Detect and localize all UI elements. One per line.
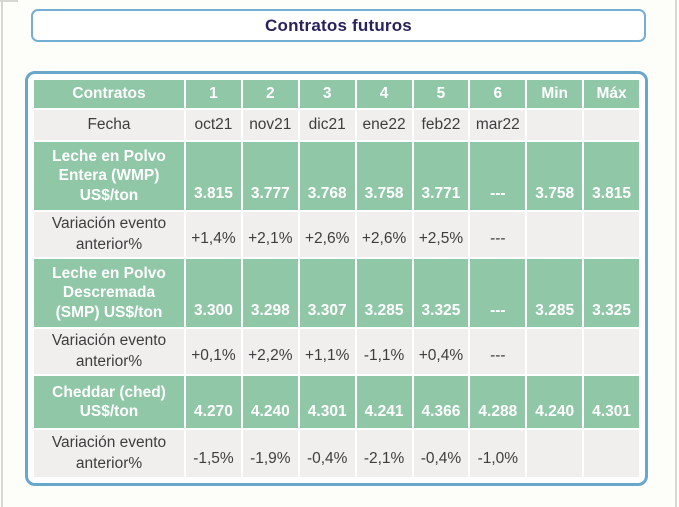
value-cell bbox=[584, 110, 639, 140]
value-cell: 3.768 bbox=[299, 142, 355, 210]
value-cell: --- bbox=[470, 212, 526, 257]
row-label: Fecha bbox=[34, 110, 184, 140]
value-cell: -1,0% bbox=[470, 430, 526, 477]
value-cell: -0,4% bbox=[299, 430, 355, 477]
value-cell: 3.285 bbox=[356, 259, 412, 327]
value-cell: -1,9% bbox=[242, 430, 298, 477]
value-cell: +2,1% bbox=[242, 212, 298, 257]
value-cell: --- bbox=[470, 329, 526, 374]
value-cell: +0,1% bbox=[186, 329, 241, 374]
value-cell bbox=[584, 430, 639, 477]
table-row-product: Leche en Polvo Entera (WMP) US$/ton 3.815… bbox=[34, 142, 639, 210]
value-cell bbox=[584, 212, 639, 257]
value-cell: 3.325 bbox=[584, 259, 639, 327]
page-title: Contratos futuros bbox=[265, 15, 412, 35]
table-row-variation: Variación evento anterior% +1,4% +2,1% +2,6… bbox=[34, 212, 639, 257]
futures-table-card: Contratos 1 2 3 4 5 6 Min Máx Fecha oct21 nov21 dic… bbox=[25, 71, 648, 486]
value-cell: dic21 bbox=[299, 110, 355, 140]
frame-edge-top bbox=[0, 0, 18, 2]
row-label: Variación evento anterior% bbox=[34, 430, 184, 477]
value-cell: 4.366 bbox=[413, 376, 469, 428]
title-banner: Contratos futuros bbox=[31, 9, 646, 42]
value-cell: 3.285 bbox=[527, 259, 583, 327]
value-cell: -1,5% bbox=[186, 430, 241, 477]
value-cell: nov21 bbox=[242, 110, 298, 140]
frame-edge-right bbox=[675, 0, 677, 507]
table-row-product: Cheddar (ched) US$/ton 4.270 4.240 4.301 4.2… bbox=[34, 376, 639, 428]
value-cell: 3.298 bbox=[242, 259, 298, 327]
value-cell: 4.288 bbox=[470, 376, 526, 428]
value-cell: 4.241 bbox=[356, 376, 412, 428]
table-header-row: Contratos 1 2 3 4 5 6 Min Máx bbox=[34, 80, 639, 108]
value-cell: 3.777 bbox=[242, 142, 298, 210]
value-cell: +1,1% bbox=[299, 329, 355, 374]
value-cell: -0,4% bbox=[413, 430, 469, 477]
value-cell: 3.815 bbox=[584, 142, 639, 210]
value-cell: ene22 bbox=[356, 110, 412, 140]
value-cell: +1,4% bbox=[186, 212, 241, 257]
value-cell: 3.815 bbox=[186, 142, 241, 210]
futures-table: Contratos 1 2 3 4 5 6 Min Máx Fecha oct21 nov21 dic… bbox=[32, 78, 641, 479]
value-cell: +2,6% bbox=[356, 212, 412, 257]
row-label: Cheddar (ched) US$/ton bbox=[34, 376, 184, 428]
value-cell: 4.240 bbox=[527, 376, 583, 428]
value-cell: -1,1% bbox=[356, 329, 412, 374]
frame-edge-left bbox=[1, 0, 3, 507]
value-cell: 3.758 bbox=[527, 142, 583, 210]
header-cell: 1 bbox=[186, 80, 241, 108]
table-row-variation: Variación evento anterior% -1,5% -1,9% -0,4… bbox=[34, 430, 639, 477]
header-cell: 3 bbox=[299, 80, 355, 108]
value-cell: feb22 bbox=[413, 110, 469, 140]
header-cell: Min bbox=[527, 80, 583, 108]
value-cell: 4.301 bbox=[299, 376, 355, 428]
value-cell: 3.307 bbox=[299, 259, 355, 327]
row-label: Variación evento anterior% bbox=[34, 329, 184, 374]
value-cell: +0,4% bbox=[413, 329, 469, 374]
value-cell: 3.300 bbox=[186, 259, 241, 327]
value-cell: +2,6% bbox=[299, 212, 355, 257]
value-cell: 3.325 bbox=[413, 259, 469, 327]
header-cell-contratos: Contratos bbox=[34, 80, 184, 108]
value-cell: mar22 bbox=[470, 110, 526, 140]
row-label: Leche en Polvo Entera (WMP) US$/ton bbox=[34, 142, 184, 210]
value-cell: +2,2% bbox=[242, 329, 298, 374]
row-label: Leche en Polvo Descremada (SMP) US$/ton bbox=[34, 259, 184, 327]
value-cell: +2,5% bbox=[413, 212, 469, 257]
header-cell: 4 bbox=[356, 80, 412, 108]
value-cell: 4.270 bbox=[186, 376, 241, 428]
value-cell bbox=[527, 212, 583, 257]
value-cell: 3.771 bbox=[413, 142, 469, 210]
value-cell: 3.758 bbox=[356, 142, 412, 210]
header-cell: 6 bbox=[470, 80, 526, 108]
value-cell: --- bbox=[470, 142, 526, 210]
value-cell bbox=[527, 329, 583, 374]
table-row-variation: Variación evento anterior% +0,1% +2,2% +1,1… bbox=[34, 329, 639, 374]
value-cell: oct21 bbox=[186, 110, 241, 140]
value-cell: -2,1% bbox=[356, 430, 412, 477]
table-row-date: Fecha oct21 nov21 dic21 ene22 feb22 mar22 bbox=[34, 110, 639, 140]
value-cell bbox=[527, 110, 583, 140]
value-cell bbox=[527, 430, 583, 477]
value-cell: 4.301 bbox=[584, 376, 639, 428]
value-cell: 4.240 bbox=[242, 376, 298, 428]
header-cell: 5 bbox=[413, 80, 469, 108]
value-cell: --- bbox=[470, 259, 526, 327]
row-label: Variación evento anterior% bbox=[34, 212, 184, 257]
header-cell: Máx bbox=[584, 80, 639, 108]
value-cell bbox=[584, 329, 639, 374]
header-cell: 2 bbox=[242, 80, 298, 108]
table-row-product: Leche en Polvo Descremada (SMP) US$/ton 3… bbox=[34, 259, 639, 327]
